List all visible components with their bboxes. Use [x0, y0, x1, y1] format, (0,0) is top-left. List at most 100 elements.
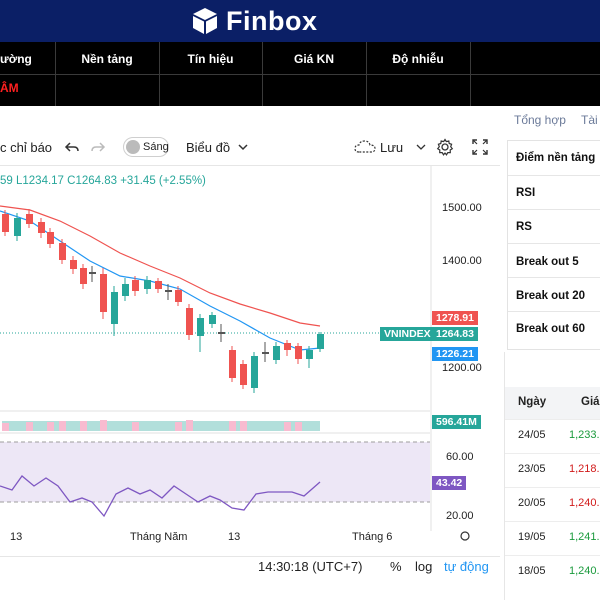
fullscreen-button[interactable] [472, 128, 488, 166]
chevron-down-icon [416, 144, 426, 150]
indicators-button[interactable]: c chỉ báo [0, 139, 53, 155]
history-date: 23/05 [518, 463, 546, 475]
chart-type-dropdown[interactable]: Biểu đồ [186, 128, 250, 166]
stat-break-out-5: Break out 5 [516, 256, 579, 268]
candle [155, 278, 162, 293]
candle [70, 256, 77, 274]
table-row[interactable]: 18/05 1,240. [505, 555, 600, 589]
volume-bars [2, 420, 320, 431]
nav-divider [0, 74, 600, 75]
row-divider [508, 209, 600, 210]
gear-icon [460, 531, 470, 541]
chart-toolbar: c chỉ báo Sáng Biểu đồ Lưu [0, 128, 500, 166]
price-history-table: Ngày Giá 24/05 1,233. 23/05 1,218. 20/05… [504, 352, 600, 600]
history-date: 19/05 [518, 531, 546, 543]
history-price: 1,218. [569, 463, 600, 475]
top-header: Finbox [0, 0, 600, 42]
candle [122, 278, 129, 301]
clock-time: 14:30:18 (UTC+7) [258, 559, 363, 574]
history-price: 1,240. [569, 565, 600, 577]
history-price: 1,241. [569, 531, 600, 543]
chevron-down-icon [238, 144, 248, 151]
nav-item-truong[interactable]: ường [0, 52, 32, 66]
time-axis-settings[interactable] [460, 531, 470, 541]
candle [59, 239, 66, 264]
candle [197, 314, 204, 352]
history-date: 20/05 [518, 497, 546, 509]
price-chart[interactable] [0, 106, 500, 556]
table-row[interactable]: 24/05 1,233. [505, 419, 600, 453]
ma-blue-line [0, 210, 321, 351]
time-tick: 13 [10, 531, 23, 543]
chart-type-label: Biểu đồ [186, 139, 231, 155]
ma-blue-tag: 1226.21 [432, 347, 478, 361]
theme-toggle[interactable]: Sáng [123, 128, 169, 166]
nav-item-nen-tang[interactable]: Nền tảng [81, 52, 133, 66]
stat-rs: RS [516, 221, 532, 233]
nav-divider [366, 42, 367, 106]
nav-item-am[interactable]: ÂM [0, 81, 19, 95]
candle [38, 218, 45, 238]
candle [132, 276, 139, 296]
candlesticks [2, 209, 324, 393]
nav-item-gia-kn[interactable]: Giá KN [293, 52, 334, 66]
nav-item-do-nhieu[interactable]: Độ nhiễu [392, 52, 444, 66]
candle [218, 324, 225, 342]
ma-red-tag: 1278.91 [432, 311, 478, 325]
auto-scale-button[interactable]: tự động [444, 559, 489, 574]
row-divider [508, 243, 600, 244]
rsi-band [0, 442, 430, 502]
nav-item-tin-hieu[interactable]: Tín hiệu [187, 52, 234, 66]
candle [111, 286, 118, 336]
column-header-price: Giá [581, 396, 600, 408]
tab-tong-hop[interactable]: Tổng hợp [514, 113, 566, 127]
candle [80, 264, 87, 289]
candle [273, 342, 280, 364]
table-row[interactable]: 20/05 1,240. [505, 487, 600, 521]
stat-break-out-60: Break out 60 [516, 323, 586, 335]
rsi-tag: 43.42 [432, 476, 467, 490]
log-scale-button[interactable]: log [415, 559, 433, 574]
percent-scale-button[interactable]: % [390, 559, 402, 574]
candle [2, 210, 9, 236]
row-divider [508, 311, 600, 312]
stats-table: Điểm nền tảng RSI RS Break out 5 Break o… [507, 140, 600, 350]
row-divider [508, 175, 600, 176]
undo-icon [64, 142, 79, 152]
volume-tag: 596.41M [432, 415, 481, 429]
symbol-tag: VNINDEX [380, 327, 435, 341]
nav-divider [262, 42, 263, 106]
candle [251, 352, 258, 393]
redo-icon [91, 142, 106, 152]
candle [284, 340, 291, 356]
candle [89, 266, 96, 282]
candle [295, 343, 302, 364]
table-row[interactable]: 19/05 1,241. [505, 521, 600, 555]
theme-toggle-label: Sáng [143, 141, 169, 153]
candle [100, 268, 107, 319]
history-date: 18/05 [518, 565, 546, 577]
tab-tai[interactable]: Tài [581, 113, 598, 127]
rsi-tick: 20.00 [446, 510, 474, 522]
candle [47, 228, 54, 248]
save-button[interactable]: Lưu [354, 128, 427, 166]
gear-icon [436, 138, 454, 156]
stat-diem-nen-tang: Điểm nền tảng [516, 152, 596, 164]
history-header: Ngày Giá [505, 387, 600, 419]
candle [175, 286, 182, 306]
last-price-tag: 1264.83 [432, 327, 478, 341]
brand-logo[interactable]: Finbox [190, 4, 318, 38]
right-panel [502, 106, 600, 600]
time-tick: 13 [228, 531, 241, 543]
candle [165, 284, 172, 300]
candle [144, 276, 151, 294]
undo-button[interactable] [64, 128, 80, 166]
candle [262, 342, 269, 362]
candle [186, 304, 193, 340]
table-row[interactable]: 23/05 1,218. [505, 453, 600, 487]
history-price: 1,240. [569, 497, 600, 509]
candle [240, 360, 247, 389]
redo-button[interactable] [90, 128, 106, 166]
nav-menu: ường Nền tảng Tín hiệu Giá KN Độ nhiễu [0, 42, 600, 106]
settings-button[interactable] [436, 128, 454, 166]
